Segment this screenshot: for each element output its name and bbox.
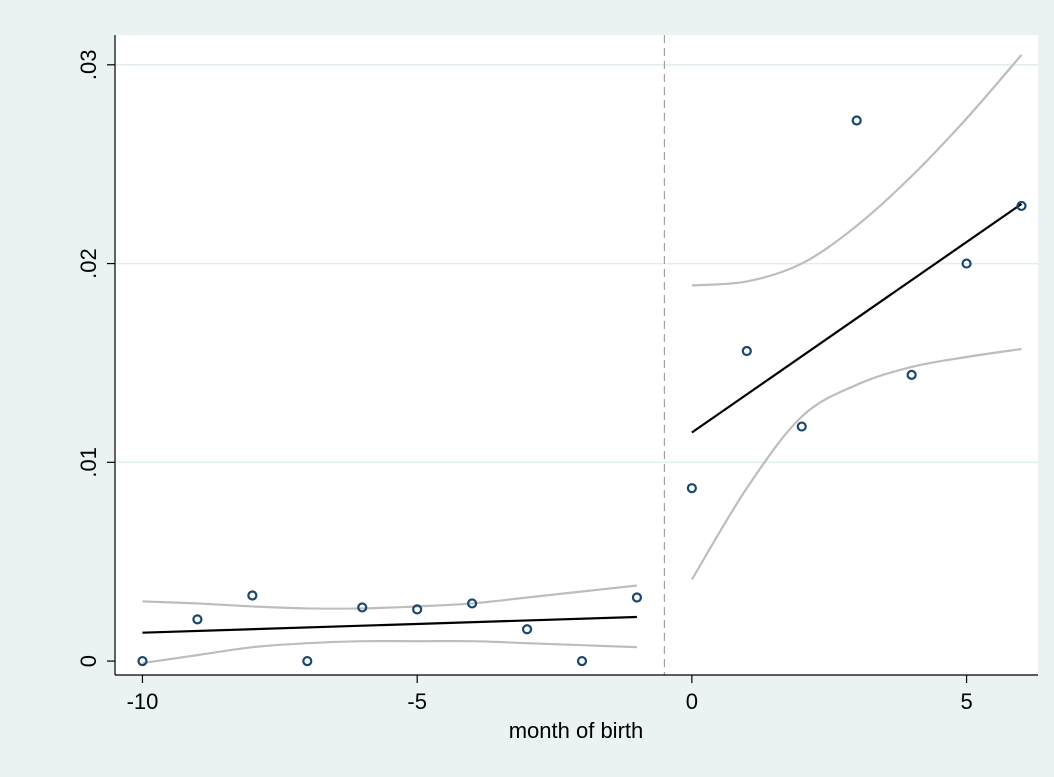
data-point <box>741 345 752 357</box>
confidence-bands <box>142 54 1023 665</box>
grid-lines <box>115 64 1038 464</box>
data-points <box>137 115 1027 667</box>
data-point <box>192 614 203 625</box>
plot-area <box>115 35 1038 675</box>
data-point <box>137 655 148 667</box>
data-point <box>906 369 917 380</box>
ci-band-line <box>691 54 1023 287</box>
data-point <box>412 604 423 615</box>
ci-band-line <box>142 639 637 665</box>
data-point <box>521 624 533 635</box>
data-point <box>576 655 588 667</box>
data-point <box>357 602 368 613</box>
x-tick-label: -10 <box>127 689 159 714</box>
x-axis-ticks: -10 -5 0 5 <box>127 675 973 714</box>
data-point <box>631 592 643 603</box>
y-axis-ticks: 0 .01 .02 .03 <box>76 50 115 667</box>
data-point <box>302 655 313 667</box>
fit-line <box>691 203 1023 434</box>
x-tick-label: 5 <box>960 689 972 714</box>
ci-band-line <box>690 347 1022 581</box>
ci-band-line <box>142 584 638 610</box>
data-point <box>961 258 972 269</box>
data-point <box>247 590 258 601</box>
x-tick-label: 0 <box>686 689 698 714</box>
data-point <box>1016 200 1027 212</box>
y-tick-label: .01 <box>76 447 101 478</box>
x-axis-label: month of birth <box>509 718 644 743</box>
y-tick-label: .03 <box>76 50 101 81</box>
data-point <box>686 483 697 494</box>
data-point <box>467 598 478 609</box>
y-tick-label: 0 <box>76 655 101 667</box>
data-point <box>796 421 807 432</box>
y-tick-label: .02 <box>76 248 101 279</box>
x-tick-label: -5 <box>407 689 427 714</box>
fit-line <box>142 615 637 634</box>
fit-lines <box>142 203 1023 634</box>
axes <box>114 35 1038 676</box>
data-point <box>851 115 862 126</box>
